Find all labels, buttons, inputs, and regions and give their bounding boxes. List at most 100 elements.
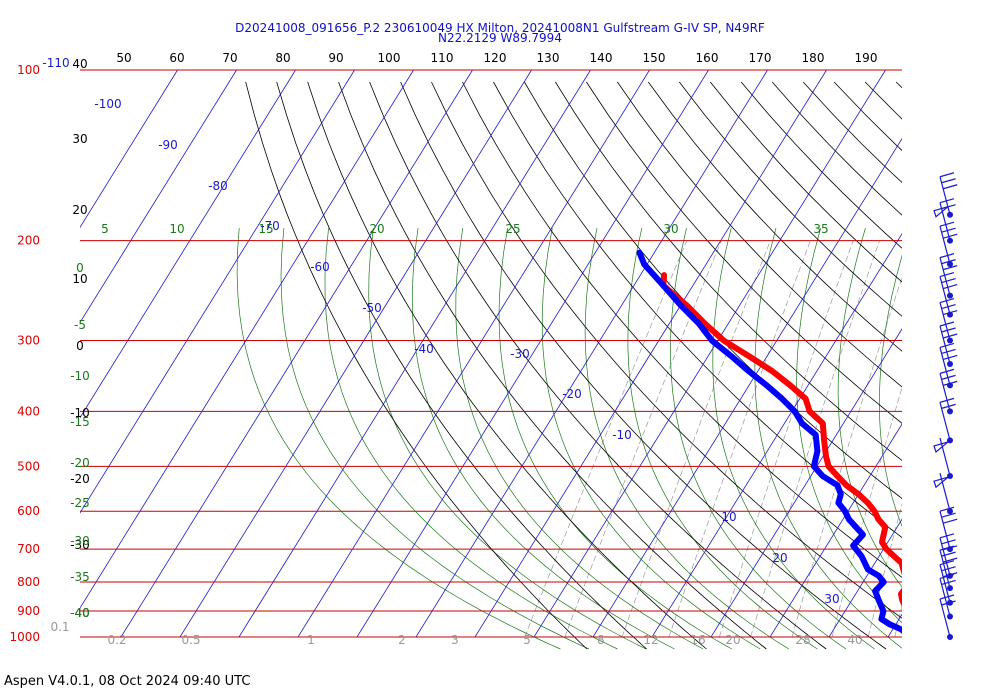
wind-barb-shaft — [939, 302, 951, 341]
wind-barb-dot — [947, 337, 953, 344]
wind-barb-feather — [943, 309, 958, 316]
dry-adiabat — [555, 81, 902, 461]
left-black-label: -10 — [70, 406, 90, 420]
wind-barb-dot — [947, 408, 953, 415]
wind-barb-feather — [943, 184, 958, 190]
isotherm-line — [828, 518, 902, 638]
wind-barb — [939, 172, 958, 218]
mixing-ratio-label: 16 — [690, 633, 705, 647]
wind-barb-feather — [941, 551, 956, 557]
dry-adiabat — [989, 82, 1000, 649]
wind-barb-feather — [939, 172, 955, 178]
mixing-ratio-line — [916, 241, 1000, 637]
isotherm-line — [415, 69, 768, 638]
dry-adiabat — [709, 81, 902, 283]
dry-adiabat — [338, 81, 767, 650]
wind-barb-feather — [941, 539, 956, 545]
mixing-ratio-label: 3 — [451, 633, 459, 647]
mixing-ratio-line — [524, 240, 688, 638]
mixing-ratio-line — [984, 241, 1000, 637]
wind-barb-feather — [939, 253, 955, 259]
isotherm-label: -20 — [562, 387, 582, 401]
isotherm-line — [179, 69, 532, 638]
left-green-label: 0 — [76, 261, 84, 275]
isotherm-label: -70 — [260, 219, 280, 233]
isotherm-line — [710, 328, 902, 638]
wind-barb — [933, 437, 953, 479]
wind-barb-feather — [941, 303, 956, 310]
left-green-label: -35 — [70, 570, 90, 584]
wind-barb-shaft — [939, 537, 951, 576]
mixing-ratio-label: 2 — [398, 633, 406, 647]
wind-barb — [939, 573, 956, 620]
wind-barb-feather — [943, 572, 958, 578]
pressure-label: 300 — [17, 334, 40, 348]
left-green-label: -20 — [70, 456, 90, 470]
left-green-label: -30 — [70, 534, 90, 548]
isotherms — [80, 69, 902, 638]
dry-adiabat — [431, 81, 902, 619]
top-scale-label: 190 — [855, 51, 878, 65]
wind-barb-feather — [939, 368, 955, 374]
sounding-series — [636, 249, 902, 634]
mixing-ratio-label: 8 — [597, 633, 605, 647]
wind-barb-feather — [943, 380, 958, 386]
moist-adiabat — [236, 228, 561, 650]
wind-barb-feather — [939, 506, 955, 512]
moist-adiabat-label: 10 — [169, 222, 184, 236]
isotherm-line — [297, 69, 650, 638]
wind-barb-feather — [941, 579, 956, 586]
mixing-ratio-label: 0.1 — [50, 620, 69, 634]
top-scale-label: 80 — [275, 51, 290, 65]
wind-barb-feather — [939, 342, 955, 349]
wind-barb-feather — [941, 566, 956, 572]
wind-barb-feather — [941, 178, 956, 184]
temperature-trace — [660, 272, 902, 608]
isotherm-label: 30 — [824, 592, 839, 606]
dewpoint-trace — [636, 249, 902, 634]
top-scale-label: 100 — [378, 51, 401, 65]
wind-barb — [939, 368, 958, 415]
footer-version: Aspen V4.0.1, 08 Oct 2024 09:40 UTC — [4, 674, 251, 689]
isotherm-label: -30 — [510, 347, 530, 361]
moist-adiabat — [670, 228, 847, 650]
dry-adiabat — [833, 81, 902, 151]
isotherm-line — [80, 69, 296, 419]
isotherm-label: 20 — [772, 551, 787, 565]
dry-adiabat — [647, 81, 902, 352]
mixing-ratio-label: 40 — [847, 633, 862, 647]
isotherm-label: -40 — [414, 342, 434, 356]
wind-barb-shaft — [939, 226, 951, 265]
wind-barb-feather — [939, 594, 955, 600]
left-black-label: 30 — [72, 132, 87, 146]
wind-barb-feather — [941, 512, 956, 518]
moist-adiabat — [411, 228, 675, 650]
moist-adiabat — [878, 254, 902, 527]
wind-barb-shaft — [939, 257, 951, 296]
wind-barb-feather — [939, 221, 955, 227]
wind-barb-shaft — [939, 402, 951, 441]
mixing-ratio-line — [621, 240, 771, 638]
dry-adiabat — [369, 81, 827, 650]
pressure-label: 900 — [17, 604, 40, 618]
isotherm-label: -100 — [94, 97, 121, 111]
mixing-ratio-label: 12 — [643, 633, 658, 647]
wind-barb-dot — [947, 437, 953, 444]
dry-adiabats — [245, 81, 1000, 650]
mixing-ratio-label: 20 — [725, 633, 740, 647]
isotherm-label: -110 — [42, 56, 69, 70]
isotherm-label: -50 — [362, 301, 382, 315]
left-black-label: -20 — [70, 472, 90, 486]
wind-barb-feather — [939, 397, 955, 403]
dry-adiabat — [276, 81, 647, 650]
wind-barb-feather — [941, 403, 956, 409]
wind-barb-dot — [947, 292, 953, 299]
wind-barb — [939, 321, 958, 367]
pressure-label: 800 — [17, 575, 40, 589]
moist-adiabat — [920, 228, 1000, 649]
moist-adiabat-label: 15 — [258, 222, 273, 236]
isotherm-label: -60 — [310, 260, 330, 274]
isotherm-label: -90 — [158, 138, 178, 152]
mixing-ratio-line — [867, 503, 902, 638]
